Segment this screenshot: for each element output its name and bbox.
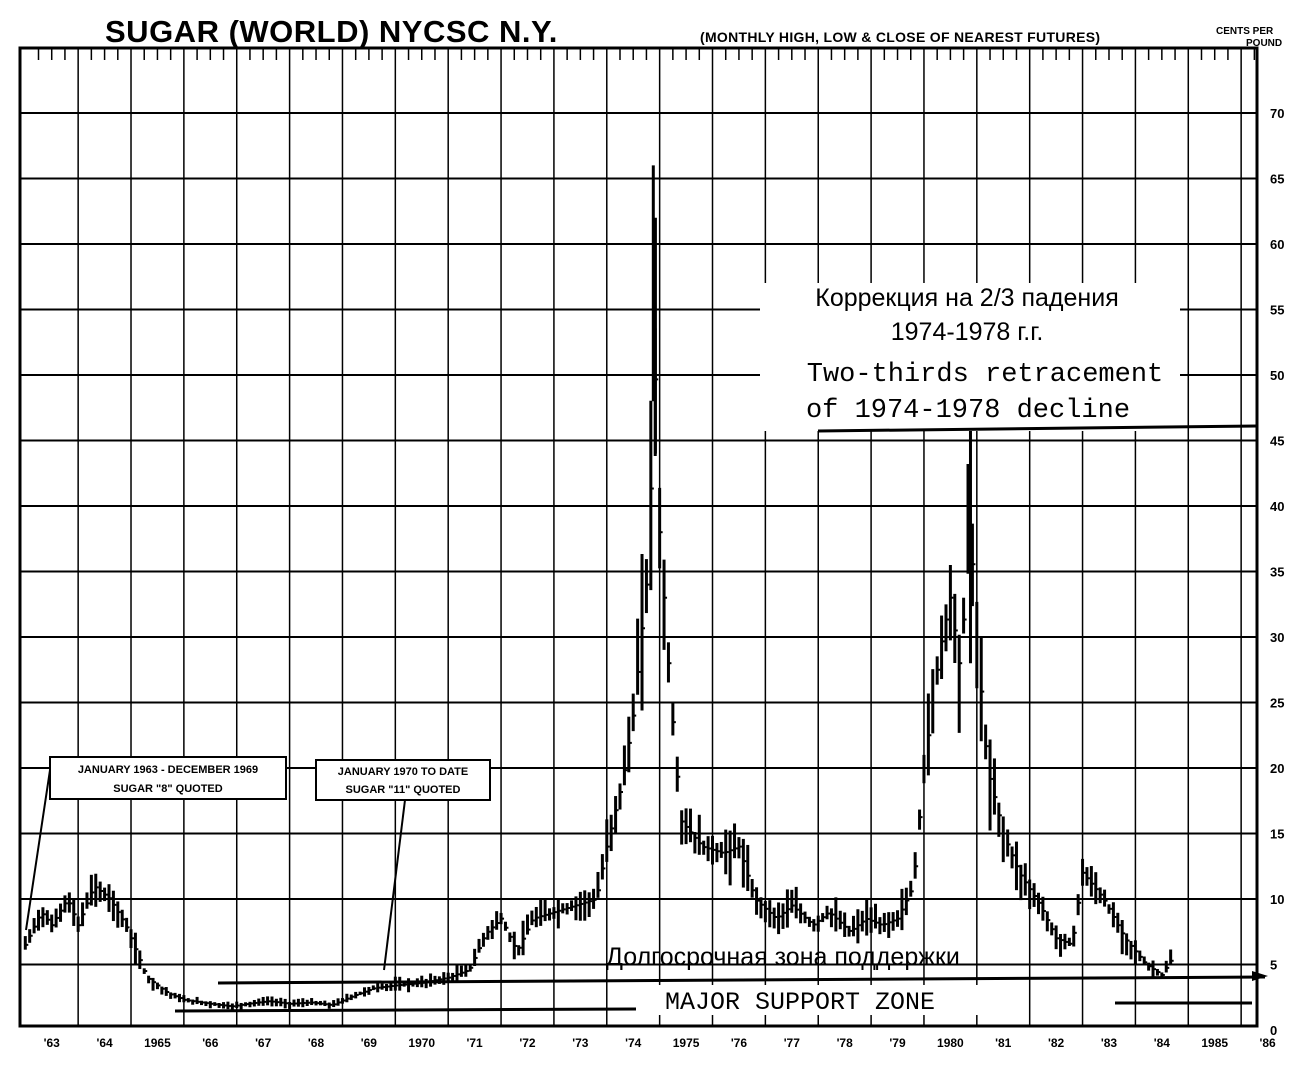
x-tick-label: '86 <box>1259 1036 1276 1050</box>
unit-label-line2: POUND <box>1246 38 1282 49</box>
support-en-label: MAJOR SUPPORT ZONE <box>665 988 935 1017</box>
annotation-box-2-line1: JANUARY 1970 TO DATE <box>338 766 468 778</box>
x-tick-label: '67 <box>255 1036 272 1050</box>
x-tick-label: '81 <box>995 1036 1012 1050</box>
y-tick-label: 35 <box>1270 565 1284 580</box>
x-tick-label: '83 <box>1101 1036 1118 1050</box>
vertical-gridlines <box>37 48 1256 1026</box>
y-tick-label: 5 <box>1270 958 1277 973</box>
x-tick-label: 1980 <box>937 1036 964 1050</box>
y-tick-label: 65 <box>1270 172 1284 187</box>
annotation-box-1-line2: SUGAR "8" QUOTED <box>113 783 222 795</box>
retracement-en-line1: Two-thirds retracement <box>807 360 1163 390</box>
x-tick-label: '79 <box>889 1036 906 1050</box>
plot-frame <box>18 46 1259 1028</box>
chart-subtitle: (MONTHLY HIGH, LOW & CLOSE OF NEAREST FU… <box>700 29 1100 45</box>
support-en-background <box>655 985 985 1015</box>
y-tick-label: 50 <box>1270 368 1284 383</box>
y-tick-label: 15 <box>1270 827 1284 842</box>
horizontal-gridlines <box>20 112 1257 966</box>
x-tick-label: 1970 <box>408 1036 435 1050</box>
y-tick-label: 10 <box>1270 892 1284 907</box>
y-tick-label: 40 <box>1270 499 1284 514</box>
retracement-level-line <box>817 424 1258 433</box>
annotation-pointer-2 <box>383 799 406 971</box>
x-tick-label: '74 <box>625 1036 642 1050</box>
annotation-box-2-line2: SUGAR "11" QUOTED <box>346 784 461 796</box>
x-tick-label: '66 <box>202 1036 219 1050</box>
y-tick-label: 45 <box>1270 434 1284 449</box>
x-tick-label: 1975 <box>673 1036 700 1050</box>
x-tick-label: '82 <box>1048 1036 1065 1050</box>
support-ru-label: Долгосрочная зона поддержки <box>606 943 960 971</box>
x-tick-label: 1985 <box>1201 1036 1228 1050</box>
y-tick-label: 60 <box>1270 237 1284 252</box>
y-tick-label: 70 <box>1270 106 1284 121</box>
annotation-box-sugar-8: JANUARY 1963 - DECEMBER 1969 SUGAR "8" Q… <box>49 756 287 800</box>
y-tick-label: 25 <box>1270 696 1284 711</box>
support-arrow-icon <box>1252 971 1268 981</box>
x-tick-label: '78 <box>837 1036 854 1050</box>
unit-label-line1: CENTS PER <box>1216 26 1274 37</box>
x-tick-label: 1965 <box>144 1036 171 1050</box>
chart-title: SUGAR (WORLD) NYCSC N.Y. <box>105 14 558 49</box>
retracement-ru-line2: 1974-1978 г.г. <box>891 318 1044 346</box>
support-zone-lower-line <box>174 1007 637 1013</box>
retracement-ru-line1: Коррекция на 2/3 падения <box>815 284 1118 312</box>
x-tick-label: '72 <box>519 1036 536 1050</box>
y-tick-label: 30 <box>1270 630 1284 645</box>
x-tick-label: '84 <box>1154 1036 1171 1050</box>
x-tick-label: '68 <box>308 1036 325 1050</box>
y-tick-label: 55 <box>1270 303 1284 318</box>
x-tick-label: '64 <box>96 1036 113 1050</box>
x-tick-label: '71 <box>467 1036 484 1050</box>
annotation-box-1-line1: JANUARY 1963 - DECEMBER 1969 <box>78 764 258 776</box>
x-tick-label: '77 <box>784 1036 801 1050</box>
x-axis-ticks: '63 '64 1965 '66 '67 '68 '69 1970 '71 '72 '73 '74 19… <box>44 1036 1276 1050</box>
y-tick-label: 0 <box>1270 1023 1277 1038</box>
x-tick-label: '76 <box>731 1036 748 1050</box>
x-tick-label: '69 <box>361 1036 378 1050</box>
annotation-pointer-1 <box>25 769 51 931</box>
x-tick-label: '63 <box>44 1036 61 1050</box>
y-tick-label: 20 <box>1270 761 1284 776</box>
annotation-box-sugar-11: JANUARY 1970 TO DATE SUGAR "11" QUOTED <box>315 759 491 801</box>
retracement-text-background <box>760 283 1180 431</box>
retracement-en-line2: of 1974-1978 decline <box>806 396 1130 426</box>
support-zone-line <box>217 975 1266 985</box>
x-tick-label: '73 <box>572 1036 589 1050</box>
